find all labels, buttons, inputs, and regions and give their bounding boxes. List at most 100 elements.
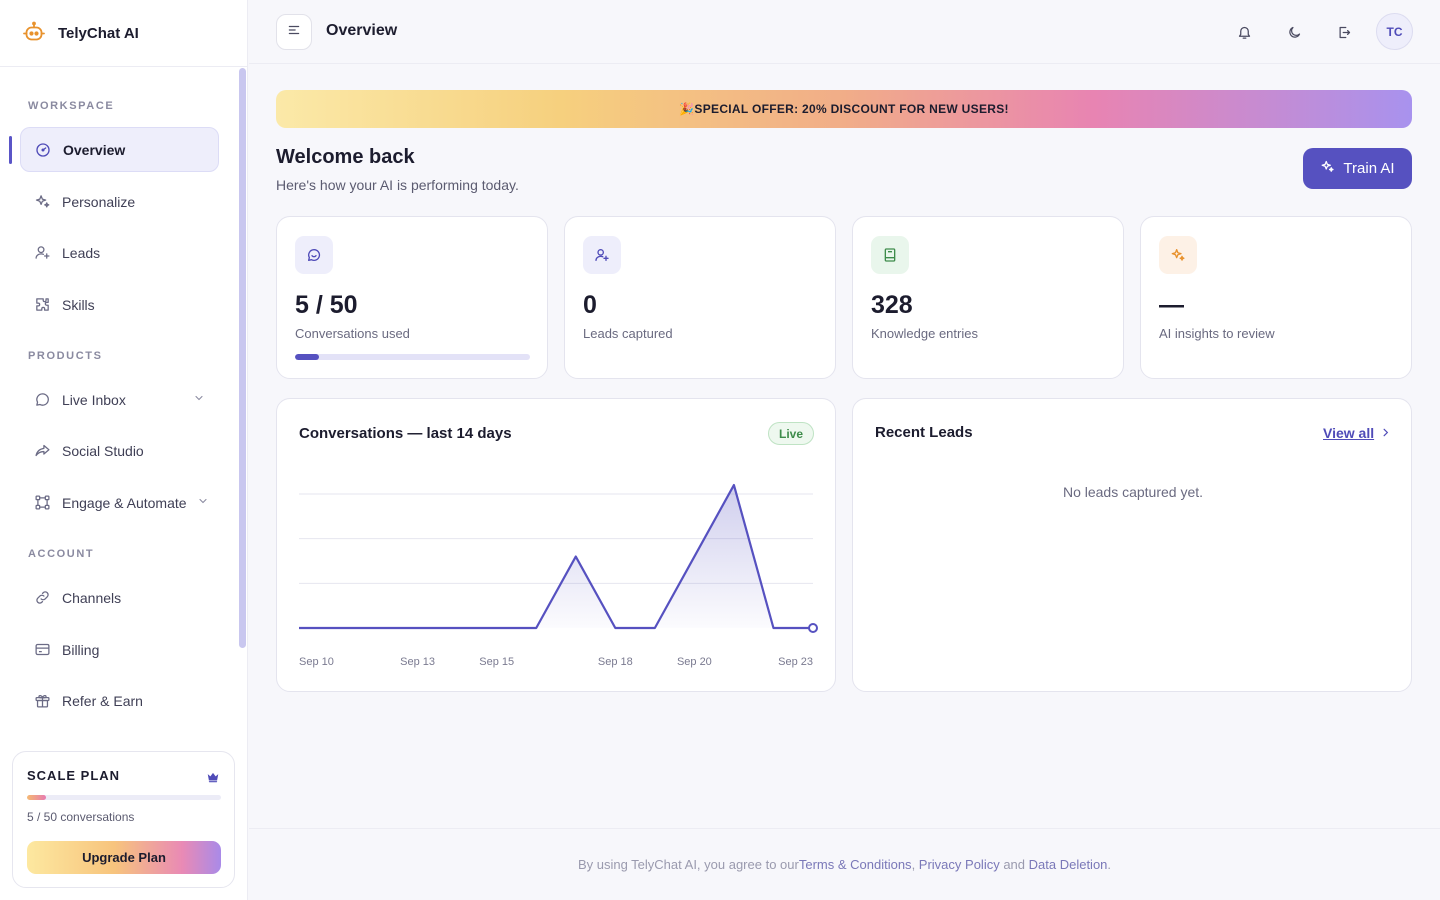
- chart-x-tick-label: Sep 13: [400, 656, 435, 668]
- section-label-products: PRODUCTS: [28, 350, 103, 362]
- logout-icon[interactable]: [1334, 22, 1354, 42]
- chevron-down-icon[interactable]: [193, 391, 205, 407]
- sparkles-icon: [33, 193, 51, 211]
- sidebar-item-overview[interactable]: Overview: [20, 127, 219, 172]
- conversations-chart-card: Conversations — last 14 days Live Sep 10…: [276, 398, 836, 692]
- sidebar-item-label: Refer & Earn: [62, 692, 143, 709]
- gauge-icon: [34, 141, 52, 159]
- robot-icon: [22, 21, 46, 45]
- footer-sep: and: [999, 857, 1029, 872]
- sidebar-item-leads[interactable]: Leads: [20, 230, 219, 275]
- share-arrow-icon: [33, 442, 51, 460]
- chevron-down-icon[interactable]: [197, 494, 209, 510]
- stat-label: Conversations used: [295, 326, 410, 341]
- recent-leads-card: Recent Leads View all No leads captured …: [852, 398, 1412, 692]
- sidebar-item-personalize[interactable]: Personalize: [20, 179, 219, 224]
- stat-value: —: [1159, 291, 1184, 319]
- chart-title: Conversations — last 14 days: [299, 425, 512, 442]
- sidebar-item-social-studio[interactable]: Social Studio: [20, 428, 219, 473]
- plan-card: SCALE PLAN 5 / 50 conversations Upgrade …: [12, 751, 235, 888]
- section-label-account: ACCOUNT: [28, 548, 95, 560]
- data-deletion-link[interactable]: Data Deletion: [1028, 857, 1108, 872]
- sidebar-scrollbar[interactable]: [239, 68, 246, 648]
- sparkles-icon: [1159, 236, 1197, 274]
- stat-card-leads: 0 Leads captured: [564, 216, 836, 379]
- stat-value: 5 / 50: [295, 291, 358, 319]
- sidebar-item-label: Billing: [62, 641, 100, 658]
- plan-title: SCALE PLAN: [27, 768, 121, 783]
- sidebar-item-refer-earn[interactable]: Refer & Earn: [20, 678, 219, 723]
- chat-bubble-icon: [33, 391, 51, 409]
- page-title: Overview: [326, 22, 398, 39]
- privacy-link[interactable]: Privacy Policy: [918, 857, 1000, 872]
- sidebar-item-label: Social Studio: [62, 442, 144, 459]
- sparkles-icon: [1320, 159, 1335, 178]
- sidebar-item-billing[interactable]: Billing: [20, 627, 219, 672]
- live-badge: Live: [768, 422, 814, 445]
- sidebar-item-live-inbox[interactable]: Live Inbox: [20, 377, 219, 422]
- sidebar-item-engage-automate[interactable]: Engage & Automate: [20, 480, 219, 525]
- conversations-chart: Sep 10 Sep 13 Sep 15 Sep 18 Sep 20 Sep 23: [298, 483, 818, 668]
- chart-point: [808, 623, 818, 633]
- link-icon: [33, 589, 51, 607]
- sidebar-item-label: Engage & Automate: [62, 494, 187, 511]
- active-indicator: [9, 136, 12, 164]
- chevron-right-icon: [1380, 425, 1391, 441]
- stat-value: 328: [871, 291, 913, 319]
- footer-prefix: By using TelyChat AI, you agree to our: [577, 857, 799, 872]
- topbar: Overview TC: [249, 0, 1440, 64]
- welcome-subtitle: Here's how your AI is performing today.: [276, 177, 519, 193]
- stat-value: 0: [583, 291, 597, 319]
- moon-icon[interactable]: [1284, 22, 1304, 42]
- crown-icon: [206, 770, 220, 789]
- avatar[interactable]: TC: [1376, 13, 1413, 50]
- section-label-workspace: WORKSPACE: [28, 100, 115, 112]
- train-ai-label: Train AI: [1343, 160, 1395, 177]
- stat-label: Leads captured: [583, 326, 673, 341]
- stat-progress-fill: [295, 354, 319, 360]
- chat-smile-icon: [295, 236, 333, 274]
- menu-toggle-button[interactable]: [276, 14, 312, 50]
- sidebar-item-label: Leads: [62, 244, 101, 261]
- user-plus-icon: [33, 244, 51, 262]
- puzzle-icon: [33, 296, 51, 314]
- chart-series-line: [299, 483, 813, 630]
- footer: By using TelyChat AI, you agree to our T…: [249, 828, 1440, 900]
- sidebar-item-label: Personalize: [62, 193, 136, 210]
- bell-icon[interactable]: [1234, 22, 1254, 42]
- sidebar-item-skills[interactable]: Skills: [20, 282, 219, 327]
- brand-name: TelyChat AI: [58, 24, 139, 42]
- upgrade-plan-button[interactable]: Upgrade Plan: [27, 841, 221, 874]
- sidebar-item-label: Skills: [62, 296, 95, 313]
- workflow-icon: [33, 494, 51, 512]
- chart-x-tick-label: Sep 15: [479, 656, 514, 668]
- credit-card-icon: [33, 641, 51, 659]
- view-all-link[interactable]: View all: [1323, 425, 1391, 441]
- sidebar-item-channels[interactable]: Channels: [20, 575, 219, 620]
- terms-link[interactable]: Terms & Conditions: [798, 857, 912, 872]
- stat-progress-bar: [295, 354, 530, 360]
- stat-card-conversations: 5 / 50 Conversations used: [276, 216, 548, 379]
- plan-usage-bar: [27, 795, 221, 800]
- stat-label: AI insights to review: [1159, 326, 1275, 341]
- promo-banner[interactable]: 🎉SPECIAL OFFER: 20% DISCOUNT FOR NEW USE…: [276, 90, 1412, 128]
- plan-usage-text: 5 / 50 conversations: [27, 810, 135, 824]
- menu-icon: [287, 23, 301, 42]
- brand[interactable]: TelyChat AI: [0, 0, 247, 67]
- chart-x-tick-label: Sep 20: [677, 656, 712, 668]
- stat-card-knowledge: 328 Knowledge entries: [852, 216, 1124, 379]
- footer-sep: ,: [911, 857, 919, 872]
- recent-leads-title: Recent Leads: [875, 424, 973, 441]
- leads-empty-state: No leads captured yet.: [1062, 484, 1204, 500]
- welcome-title: Welcome back: [276, 146, 415, 168]
- user-plus-icon: [583, 236, 621, 274]
- chart-x-tick-label: Sep 10: [299, 656, 334, 668]
- plan-usage-fill: [27, 795, 47, 800]
- footer-suffix: .: [1107, 857, 1112, 872]
- train-ai-button[interactable]: Train AI: [1303, 148, 1412, 189]
- gift-icon: [33, 692, 51, 710]
- sidebar-item-label: Overview: [63, 141, 126, 158]
- chart-x-tick-label: Sep 23: [778, 656, 813, 668]
- stat-label: Knowledge entries: [871, 326, 978, 341]
- chart-area: [299, 485, 813, 628]
